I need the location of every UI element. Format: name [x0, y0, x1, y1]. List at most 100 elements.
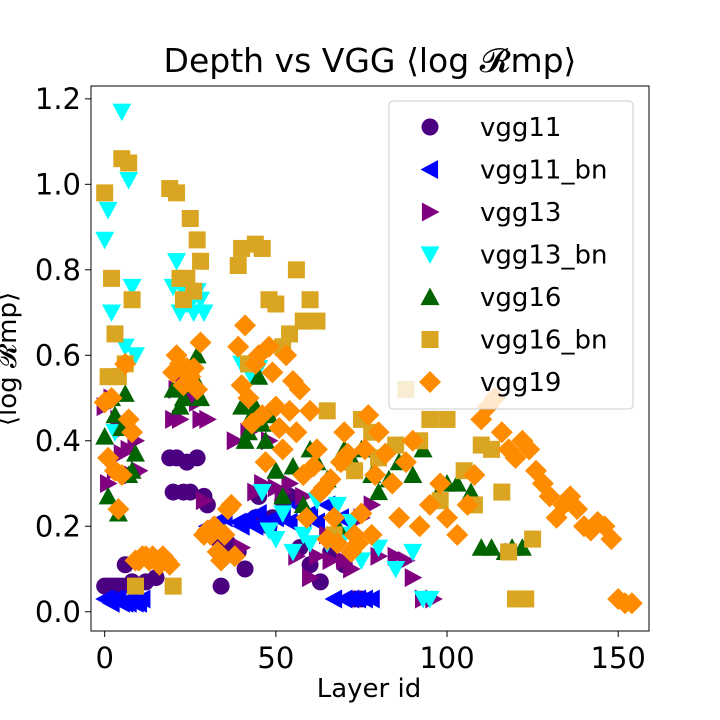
data-point-vgg19 — [436, 506, 459, 529]
data-point-vgg19 — [353, 438, 376, 461]
legend-label-vgg16: vgg16 — [480, 283, 561, 313]
data-point-vgg16_bn — [109, 368, 127, 386]
data-point-vgg16_bn — [164, 577, 182, 595]
data-point-vgg16_bn — [253, 239, 271, 257]
data-point-vgg19 — [326, 532, 349, 555]
legend-box — [388, 100, 634, 410]
legend-label-vgg11_bn: vgg11_bn — [480, 156, 607, 186]
data-point-vgg13 — [336, 550, 354, 570]
data-point-vgg13_bn — [403, 543, 423, 562]
legend-item-vgg13: vgg13 — [421, 198, 561, 228]
data-point-vgg19 — [518, 438, 541, 461]
series-vgg19 — [93, 314, 643, 615]
legend-marker-vgg13_bn — [420, 246, 440, 264]
data-point-vgg13 — [247, 482, 265, 502]
data-point-vgg19 — [566, 498, 589, 521]
data-point-vgg16_bn — [120, 154, 138, 172]
data-point-vgg16_bn — [524, 530, 542, 548]
legend-marker-vgg11_bn — [420, 160, 439, 179]
y-axis-label: ⟨log 𝓡mp⟩ — [0, 292, 23, 426]
data-point-vgg13 — [226, 431, 245, 451]
x-tick-label: 150 — [591, 641, 646, 675]
data-point-vgg16 — [512, 538, 532, 556]
data-point-vgg19 — [299, 399, 322, 422]
y-tick-label: 0.0 — [35, 595, 81, 629]
data-point-vgg13_bn — [167, 253, 187, 271]
data-point-vgg13_bn — [102, 304, 122, 323]
data-point-vgg13_bn — [252, 484, 272, 502]
data-point-vgg16_bn — [281, 325, 299, 343]
data-point-vgg19 — [463, 463, 486, 486]
legend-marker-vgg11 — [421, 118, 439, 136]
data-point-vgg19 — [121, 421, 144, 444]
data-point-vgg16_bn — [318, 402, 336, 420]
data-point-vgg13 — [370, 546, 389, 566]
data-point-vgg19 — [268, 416, 291, 439]
data-point-vgg13 — [322, 550, 341, 570]
data-point-vgg19 — [357, 404, 380, 427]
data-point-vgg13_bn — [283, 543, 303, 562]
data-point-vgg13_bn — [273, 505, 293, 523]
data-point-vgg19 — [285, 421, 308, 444]
legend-marker-vgg16 — [420, 287, 440, 306]
data-point-vgg16 — [482, 538, 502, 556]
data-point-vgg19 — [302, 455, 325, 478]
legend-marker-vgg19 — [419, 371, 441, 393]
data-point-vgg19 — [367, 421, 390, 444]
data-point-vgg19 — [381, 472, 404, 495]
legend-item-vgg16: vgg16 — [420, 283, 561, 313]
data-point-vgg19 — [504, 446, 527, 469]
data-point-vgg16_bn — [188, 231, 206, 249]
data-point-vgg13 — [404, 568, 423, 588]
data-point-vgg11_bn — [232, 516, 250, 536]
x-tick-label: 0 — [95, 641, 113, 675]
legend-label-vgg11: vgg11 — [480, 113, 561, 143]
y-tick-label: 1.2 — [35, 82, 81, 116]
legend-label-vgg16_bn: vgg16_bn — [480, 326, 607, 356]
data-point-vgg16 — [256, 431, 276, 449]
data-point-vgg11_bn — [132, 589, 151, 609]
data-point-vgg13_bn — [126, 347, 146, 365]
legend-item-vgg16_bn: vgg16_bn — [421, 326, 607, 356]
data-point-vgg19 — [278, 399, 301, 422]
x-axis-ticks: 0 50 100 150 — [95, 631, 646, 675]
data-point-vgg13_bn — [98, 201, 118, 220]
data-point-vgg16_bn — [123, 291, 141, 309]
data-point-vgg19 — [305, 438, 328, 461]
data-point-vgg19 — [234, 314, 257, 337]
legend-item-vgg11: vgg11 — [421, 113, 561, 143]
data-point-vgg11 — [212, 577, 230, 595]
data-point-vgg16_bn — [267, 295, 285, 313]
data-point-vgg13_bn — [266, 531, 286, 549]
data-point-vgg16_bn — [500, 543, 518, 561]
data-point-vgg19 — [213, 523, 236, 546]
data-point-vgg16 — [232, 397, 252, 415]
data-point-vgg16 — [238, 422, 258, 441]
data-point-vgg19 — [388, 506, 411, 529]
data-point-vgg19 — [261, 361, 284, 384]
data-point-vgg13_bn — [115, 338, 135, 357]
data-point-vgg16_bn — [103, 269, 121, 287]
data-point-vgg16 — [191, 388, 211, 407]
legend-item-vgg13_bn: vgg13_bn — [420, 241, 607, 271]
data-point-vgg19 — [620, 592, 643, 615]
data-point-vgg16_bn — [178, 269, 196, 287]
data-point-vgg19 — [254, 451, 277, 474]
data-point-vgg19 — [333, 421, 356, 444]
data-point-vgg11 — [181, 483, 199, 501]
data-point-vgg19 — [418, 493, 441, 516]
data-point-vgg13 — [295, 486, 313, 506]
data-point-vgg16 — [273, 486, 293, 505]
data-point-vgg11_bn — [249, 503, 267, 523]
axes-frame — [90, 85, 650, 632]
chart-title: Depth vs VGG ⟨log 𝓡mp⟩ — [164, 41, 577, 80]
data-point-vgg16_bn — [438, 410, 456, 428]
data-point-vgg19 — [114, 352, 137, 375]
data-point-vgg13_bn — [95, 231, 115, 250]
data-point-vgg19 — [186, 378, 209, 401]
legend-marker-vgg13 — [421, 202, 440, 222]
data-point-vgg16_bn — [233, 239, 251, 257]
data-point-vgg11_bn — [362, 589, 380, 609]
x-axis-label: Layer id — [317, 674, 421, 704]
